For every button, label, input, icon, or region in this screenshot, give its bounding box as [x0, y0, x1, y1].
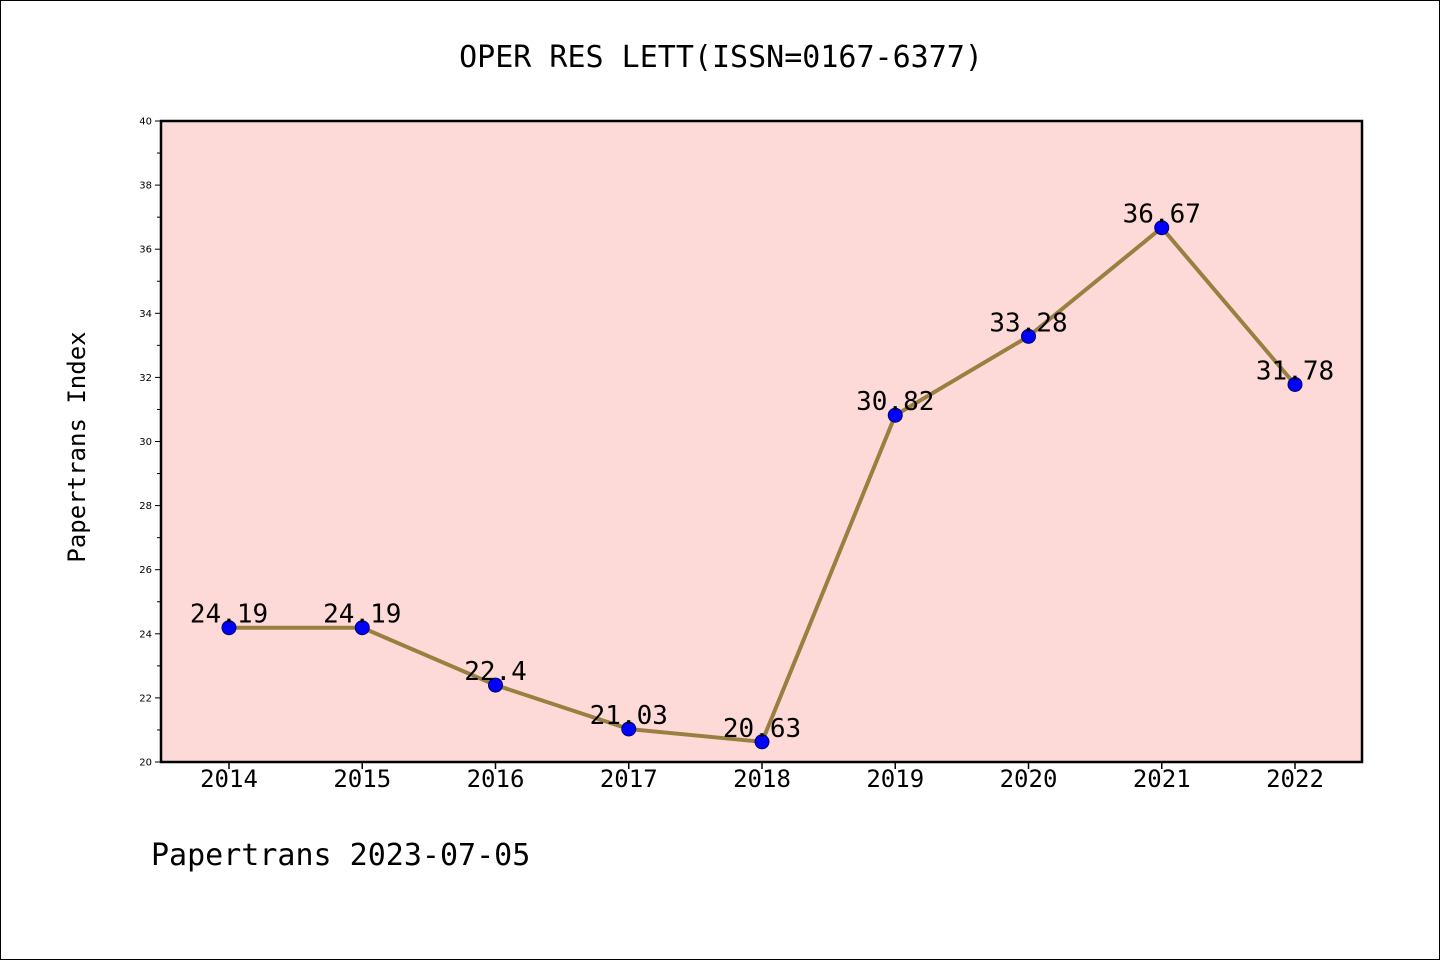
y-tick-label: 26: [139, 565, 152, 576]
data-point: [887, 407, 903, 423]
x-tick-label: 2017: [600, 765, 658, 793]
y-tick-label: 40: [139, 117, 152, 128]
x-tick-label: 2021: [1133, 765, 1191, 793]
x-tick-label: 2018: [733, 765, 791, 793]
y-axis-label: Papertrans Index: [63, 331, 91, 562]
x-tick-label: 2015: [333, 765, 391, 793]
y-tick-label: 38: [139, 181, 152, 192]
data-labels: 24.19 24.19 22.4 21.03 20.63 30.82 33.28 36.67 3…: [190, 200, 1334, 744]
data-point: [1287, 376, 1303, 392]
data-point: [1021, 328, 1036, 344]
data-label: 30.82: [856, 387, 934, 417]
y-tick-label: 32: [139, 373, 152, 384]
data-point: [754, 734, 770, 750]
x-tick-label: 2016: [467, 765, 525, 793]
data-label: 24.19: [190, 600, 268, 630]
x-tick-label: 2020: [1000, 765, 1058, 793]
chart-title: OPER RES LETT(ISSN=0167-6377): [459, 40, 983, 75]
y-tick-label: 20: [139, 758, 152, 769]
x-axis-ticks: 2014 2015 2016 2017 2018 2019 2020 2021 2022: [200, 762, 1324, 793]
y-tick-label: 22: [139, 693, 152, 704]
data-label: 36.67: [1123, 200, 1201, 230]
data-label: 20.63: [723, 714, 801, 744]
y-tick-label: 28: [139, 501, 152, 512]
data-label: 33.28: [989, 308, 1067, 338]
data-point: [621, 721, 637, 737]
data-point: [488, 677, 503, 693]
data-label: 31.78: [1256, 356, 1334, 386]
x-tick-label: 2019: [866, 765, 924, 793]
data-markers: [221, 220, 1303, 750]
data-label: 24.19: [323, 600, 401, 630]
data-label: 21.03: [590, 701, 668, 731]
data-label: 22.4: [464, 657, 527, 687]
y-tick-label: 36: [139, 245, 152, 256]
y-tick-label: 34: [139, 309, 152, 320]
footer-date: Papertrans 2023-07-05: [151, 838, 530, 873]
data-point: [221, 620, 237, 636]
x-tick-label: 2014: [200, 765, 258, 793]
data-point: [354, 620, 370, 636]
data-point: [1154, 220, 1170, 236]
y-tick-label: 24: [139, 629, 152, 640]
y-tick-label: 30: [139, 437, 152, 448]
x-tick-label: 2022: [1266, 765, 1324, 793]
y-axis-ticks: 20 22 24 26 28 30 32 34 36 38 40: [139, 117, 161, 769]
